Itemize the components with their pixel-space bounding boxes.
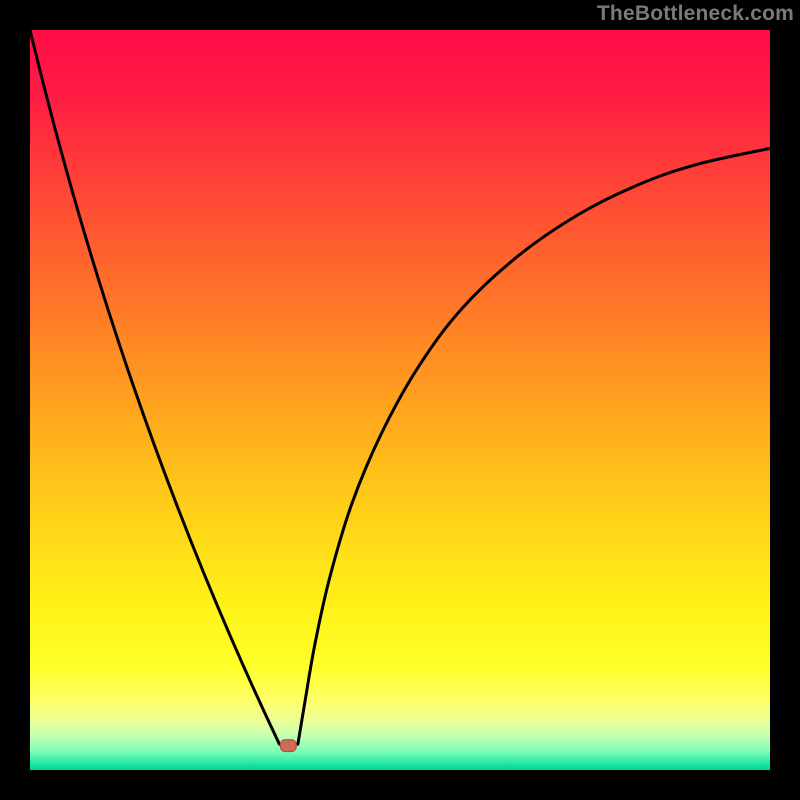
figure-root: TheBottleneck.com	[0, 0, 800, 800]
bottleneck-chart-svg	[0, 0, 800, 800]
watermark-text: TheBottleneck.com	[597, 2, 794, 26]
optimal-point-marker	[280, 740, 296, 752]
